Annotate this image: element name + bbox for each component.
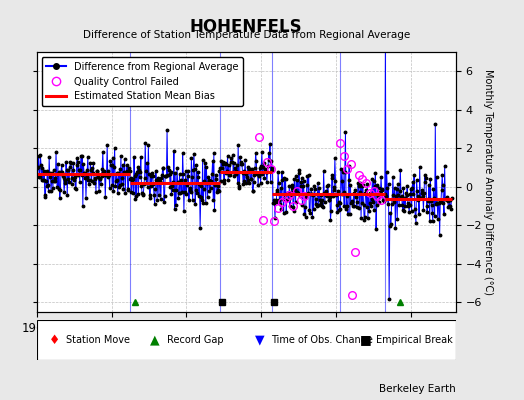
Text: ▼: ▼ (255, 334, 264, 346)
Text: Station Move: Station Move (66, 335, 130, 345)
Legend: Difference from Regional Average, Quality Control Failed, Estimated Station Mean: Difference from Regional Average, Qualit… (41, 57, 243, 106)
Text: ■: ■ (359, 334, 371, 346)
Y-axis label: Monthly Temperature Anomaly Difference (°C): Monthly Temperature Anomaly Difference (… (483, 69, 493, 295)
FancyBboxPatch shape (37, 320, 456, 360)
Text: HOHENFELS: HOHENFELS (190, 18, 302, 36)
Text: ♦: ♦ (49, 334, 60, 346)
Text: ▲: ▲ (150, 334, 159, 346)
Text: Empirical Break: Empirical Break (376, 335, 453, 345)
Text: Record Gap: Record Gap (167, 335, 223, 345)
Text: Berkeley Earth: Berkeley Earth (379, 384, 456, 394)
Text: Time of Obs. Change: Time of Obs. Change (271, 335, 373, 345)
Text: Difference of Station Temperature Data from Regional Average: Difference of Station Temperature Data f… (83, 30, 410, 40)
